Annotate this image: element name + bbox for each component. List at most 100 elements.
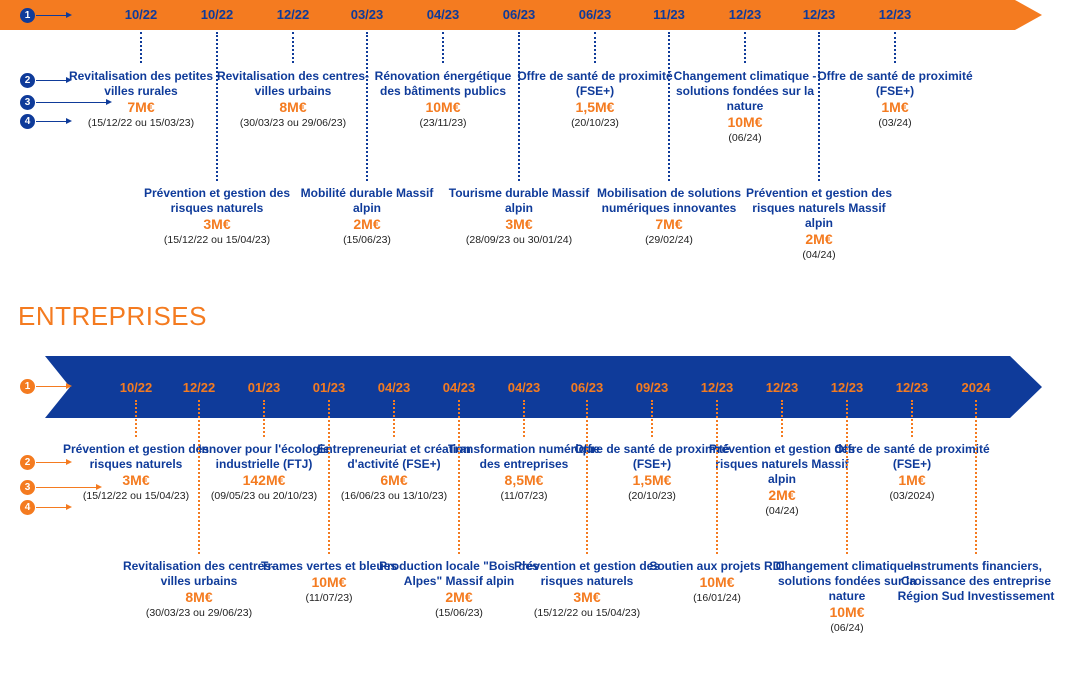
bottom-banner-arrow [45, 356, 1042, 418]
item-title: Prévention et gestion des risques nature… [513, 559, 661, 588]
timeline-item: Innover pour l'écologie industrielle (FT… [184, 442, 344, 503]
item-title: Trames vertes et bleues [260, 559, 398, 573]
item-dates: (15/06/23) [343, 234, 391, 246]
timeline-date: 01/23 [312, 380, 346, 395]
timeline-connector [328, 400, 330, 554]
item-title: Production locale "Bois des Alpes" Massi… [379, 559, 539, 588]
timeline-date: 06/23 [578, 7, 612, 22]
item-title: Revitalisation des centres-villes urbain… [122, 559, 276, 588]
legend-number-4: 4 [20, 500, 35, 515]
item-title: Innover pour l'écologie industrielle (FT… [198, 442, 330, 471]
timeline-connector [651, 400, 653, 437]
timeline-connector [198, 400, 200, 554]
timeline-connector [586, 400, 588, 554]
timeline-date: 10/22 [119, 380, 153, 395]
timeline-date: 12/23 [700, 380, 734, 395]
item-amount: 2M€ [445, 589, 473, 605]
item-amount: 1M€ [881, 99, 909, 115]
timeline-date: 04/23 [377, 380, 411, 395]
timeline-connector [442, 32, 444, 63]
item-dates: (15/12/22 ou 15/03/23) [87, 117, 195, 129]
timeline-connector [393, 400, 395, 437]
item-title: Changement climatique - solutions fondée… [673, 69, 817, 113]
item-title: Prévention et gestion des risques nature… [62, 442, 210, 471]
timeline-date: 12/23 [765, 380, 799, 395]
timeline-date: 10/22 [124, 7, 158, 22]
item-dates: (04/24) [765, 505, 799, 517]
timeline-date: 06/23 [570, 380, 604, 395]
item-dates: (20/10/23) [628, 490, 676, 502]
timeline-item: Instruments financiers, Croissance des e… [896, 559, 1056, 604]
item-dates: (15/12/22 ou 15/04/23) [82, 490, 190, 502]
item-title: Revitalisation des centres-villes urbain… [216, 69, 370, 98]
item-title: Rénovation énergétique des bâtiments pub… [374, 69, 512, 98]
timeline-connector [668, 32, 670, 181]
item-title: Prévention et gestion des risques nature… [143, 186, 291, 215]
item-amount: 10M€ [699, 574, 735, 590]
timeline-connector [518, 32, 520, 181]
section-title: ENTREPRISES [18, 301, 207, 331]
item-amount: 2M€ [353, 216, 381, 232]
timeline-date: 2024 [961, 380, 991, 395]
timeline-item: Transformation numérique des entreprises… [444, 442, 604, 503]
timeline-connector [135, 400, 137, 437]
legend-number-4: 4 [20, 114, 35, 129]
item-amount: 10M€ [425, 99, 461, 115]
item-amount: 1,5M€ [575, 99, 615, 115]
item-dates: (11/07/23) [500, 490, 548, 502]
timeline-item: Offre de santé de proximité (FSE+) 1,5M€ (… [515, 69, 675, 130]
timeline-connector [140, 32, 142, 63]
item-amount: 3M€ [203, 216, 231, 232]
item-title: Revitalisation des petites villes rurale… [68, 69, 214, 98]
item-dates: (16/01/24) [693, 592, 741, 604]
item-dates: (06/24) [728, 132, 762, 144]
item-title: Tourisme durable Massif alpin [448, 186, 590, 215]
item-amount: 3M€ [122, 472, 150, 488]
timeline-connector [911, 400, 913, 437]
item-amount: 8M€ [185, 589, 213, 605]
timeline-connector [216, 32, 218, 181]
legend-number-3: 3 [20, 480, 35, 495]
timeline-date: 11/23 [653, 7, 685, 22]
timeline-item: Soutien aux projets RDI 10M€ (16/01/24) [637, 559, 797, 605]
timeline-item: Mobilité durable Massif alpin 2M€ (15/06/2… [287, 186, 447, 247]
legend-arrow [36, 383, 72, 389]
timeline-date: 12/23 [895, 380, 929, 395]
item-amount: 2M€ [805, 231, 833, 247]
item-amount: 8,5M€ [504, 472, 544, 488]
item-amount: 1,5M€ [632, 472, 672, 488]
item-amount: 10M€ [311, 574, 347, 590]
legend-arrow [36, 484, 102, 490]
item-dates: (15/12/22 ou 15/04/23) [533, 607, 641, 619]
legend-number-3: 3 [20, 95, 35, 110]
item-title: Prévention et gestion des risques nature… [745, 186, 893, 230]
top-timeline-banner [0, 0, 1080, 30]
timeline-item: Entrepreneuriat et création d'activité (… [314, 442, 474, 503]
timeline-connector [744, 32, 746, 63]
timeline-date: 09/23 [635, 380, 669, 395]
timeline-item: Revitalisation des centres-villes urbain… [213, 69, 373, 130]
item-amount: 7M€ [127, 99, 155, 115]
item-title: Offre de santé de proximité (FSE+) [574, 442, 730, 471]
item-amount: 142M€ [242, 472, 286, 488]
item-title: Offre de santé de proximité (FSE+) [834, 442, 990, 471]
item-amount: 6M€ [380, 472, 408, 488]
item-dates: (23/11/23) [419, 117, 467, 129]
timeline-date: 04/23 [442, 380, 476, 395]
timeline-item: Prévention et gestion des risques nature… [507, 559, 667, 620]
item-amount: 1M€ [898, 472, 926, 488]
legend-number-2: 2 [20, 455, 35, 470]
item-dates: (30/03/23 ou 29/06/23) [239, 117, 347, 129]
item-dates: (15/06/23) [435, 607, 483, 619]
item-title: Instruments financiers, Croissance des e… [897, 559, 1055, 603]
item-dates: (09/05/23 ou 20/10/23) [210, 490, 318, 502]
timeline-connector [894, 32, 896, 63]
item-dates: (16/06/23 ou 13/10/23) [340, 490, 448, 502]
legend-arrow [36, 99, 112, 105]
timeline-date: 12/22 [182, 380, 216, 395]
legend-number-1: 1 [20, 8, 35, 23]
item-amount: 7M€ [655, 216, 683, 232]
legend-arrow [36, 77, 72, 83]
item-title: Prévention et gestion des risques nature… [708, 442, 856, 486]
item-title: Mobilisation de solutions numériques inn… [597, 186, 741, 215]
